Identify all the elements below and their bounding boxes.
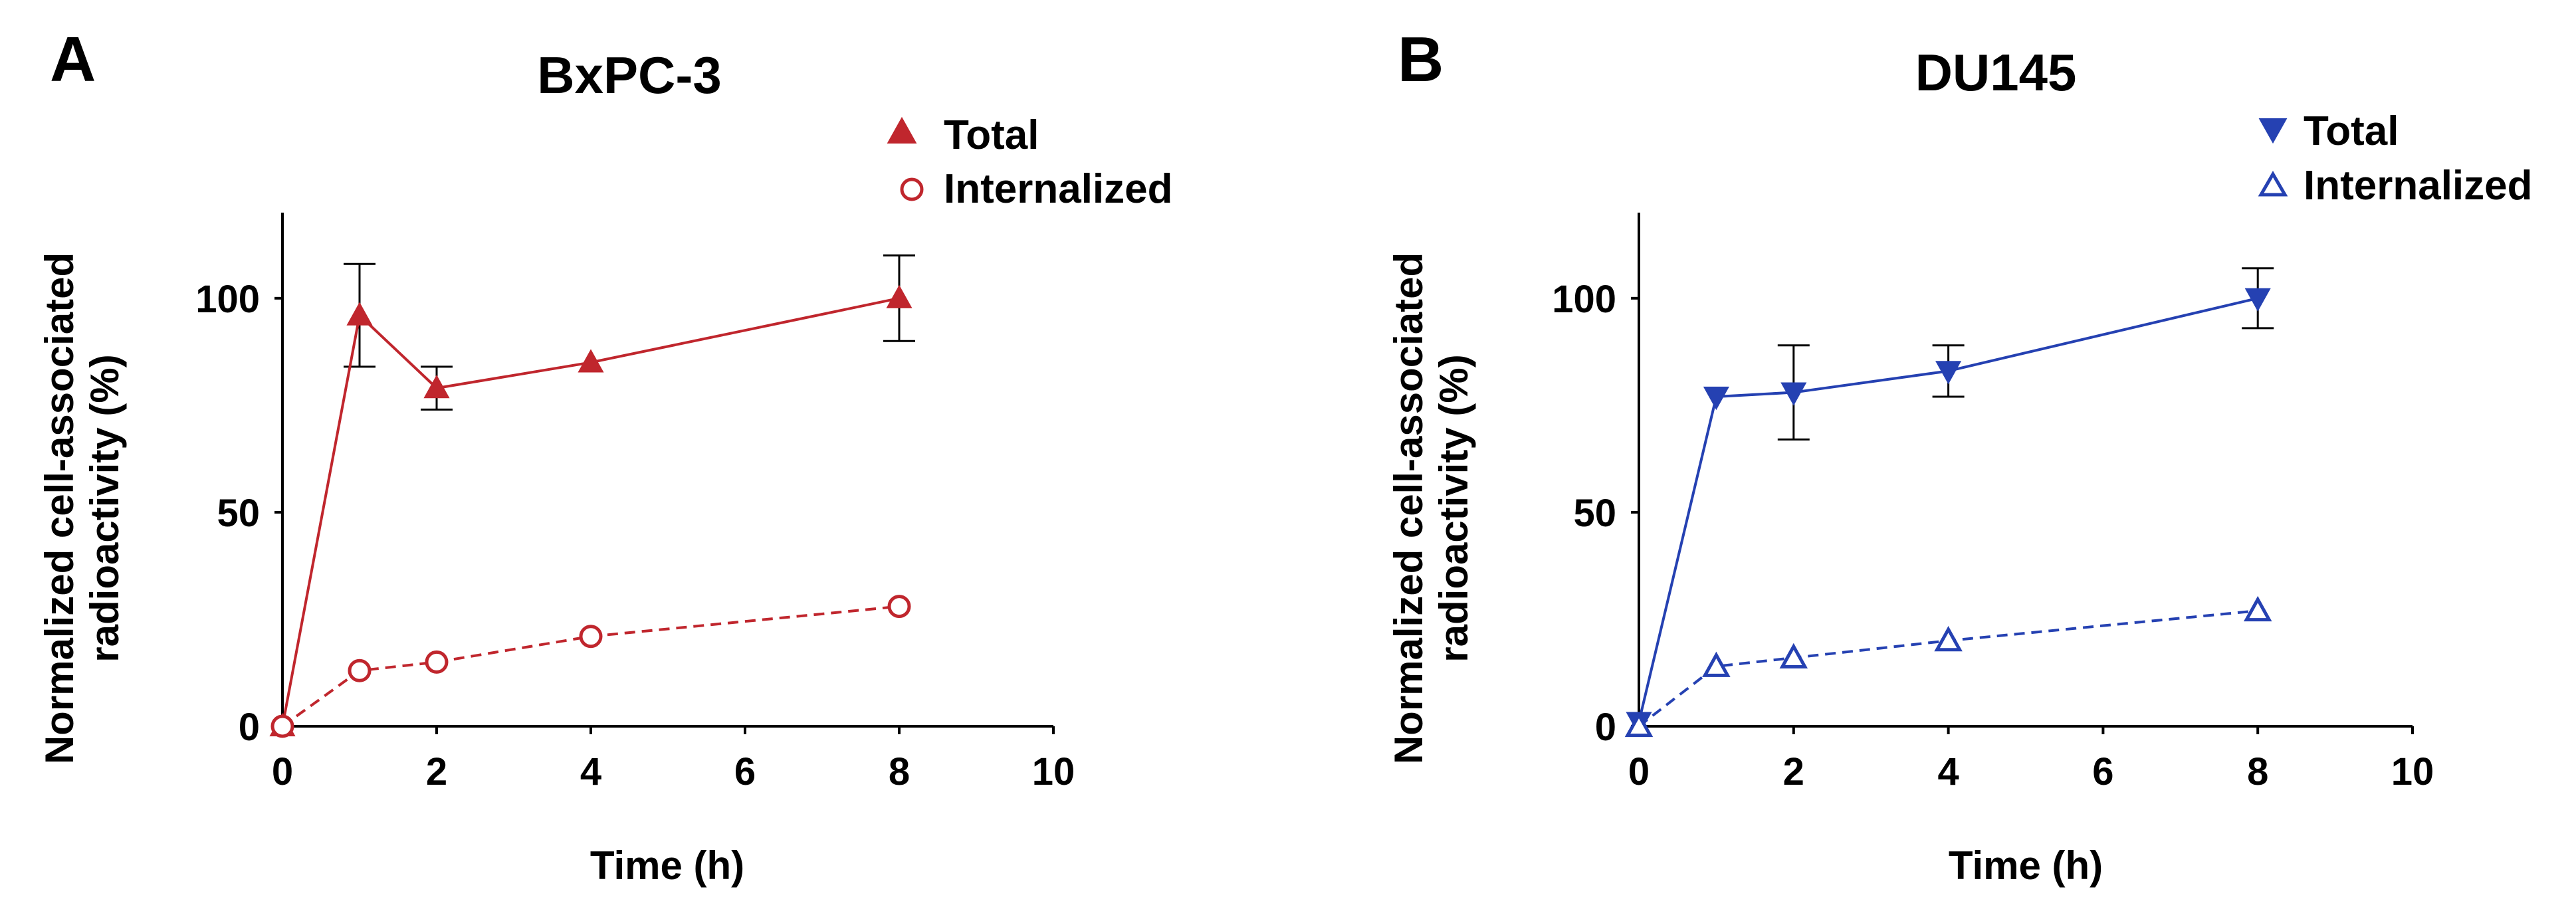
panel-b-legend-internalized-label: Internalized (2304, 163, 2533, 209)
panel-a-x-tick-label: 8 (889, 750, 910, 793)
panel-b-series-internalized-point (1934, 626, 1963, 652)
panel-a-y-axis-label-line2: radioactivity (%) (82, 354, 127, 662)
panel-b-series-total-point (2244, 288, 2271, 312)
panel-b-x-tick-label: 8 (2247, 750, 2268, 793)
panel-b-series-internalized-point (1702, 651, 1731, 677)
panel-a-x-axis-label: Time (h) (590, 843, 744, 888)
panel-b-x-axis-label: Time (h) (1949, 843, 2103, 888)
panel-a-legend: Total Internalized (887, 112, 1173, 212)
panel-b-series-internalized-point (2243, 595, 2272, 622)
panel-a-y-tick-label: 100 (195, 278, 260, 321)
panel-b-series-total-point (1780, 382, 1807, 406)
panel-a: A BxPC-3 Time (h) Normalized cell-associ… (37, 24, 1173, 888)
panel-a-x-tick-label: 2 (426, 750, 447, 793)
panel-a-series-internalized-point (348, 658, 372, 682)
panel-b-legend: Total Internalized (2258, 108, 2533, 209)
panel-b-y-axis-label-line1: Normalized cell-associated (1386, 252, 1431, 764)
panel-b-y-axis-label-line2: radioactivity (%) (1432, 354, 1476, 662)
panel-b-x-tick-label: 4 (1937, 750, 1959, 793)
panel-a-x-tick-label: 10 (1032, 750, 1075, 793)
panel-a-title: BxPC-3 (537, 46, 721, 104)
panel-a-x-tick-label: 4 (580, 750, 601, 793)
panel-b-series-internalized-point (1624, 711, 1654, 738)
panel-a-y-axis-label-line1: Normalized cell-associated (37, 252, 82, 764)
panel-b-legend-total-marker (2258, 118, 2288, 144)
panel-a-legend-internalized-marker (900, 177, 924, 201)
panel-b-y-tick-label: 100 (1552, 278, 1616, 321)
panel-b-x-tick-label: 2 (1783, 750, 1804, 793)
panel-b-y-tick-label: 50 (1573, 492, 1616, 535)
panel-b-y-tick-label: 0 (1595, 706, 1616, 749)
panel-b-letter: B (1398, 24, 1444, 95)
panel-a-series-internalized-line (281, 605, 900, 728)
panel-b-x-tick-label: 10 (2391, 750, 2434, 793)
panel-a-series-total-point (578, 349, 604, 373)
panel-a-legend-total-label: Total (944, 112, 1039, 158)
panel-a-series-internalized-point (270, 714, 294, 738)
panel-b-x-tick-label: 0 (1628, 750, 1650, 793)
panel-a-y-tick-label: 0 (239, 706, 260, 749)
panel-a-legend-internalized-label: Internalized (944, 166, 1173, 212)
panel-b-series-internalized-point (1779, 643, 1808, 669)
panel-a-letter: A (50, 24, 96, 95)
panel-a-x-tick-label: 0 (272, 750, 293, 793)
panel-a-plot-area: 0 50 100 0 2 4 6 8 10 (195, 213, 1075, 793)
panel-b-legend-internalized-marker (2258, 171, 2288, 197)
panel-a-legend-total-marker (887, 116, 917, 144)
panel-a-series-total-point (423, 375, 450, 399)
panel-b-series-total-point (1703, 386, 1729, 411)
panel-b-x-tick-label: 6 (2092, 750, 2113, 793)
panel-b-legend-total-label: Total (2304, 108, 2399, 154)
panel-b: B DU145 Time (h) Normalized cell-associa… (1386, 24, 2533, 888)
panel-a-series-total-point (886, 284, 912, 308)
panel-b-title: DU145 (1915, 43, 2077, 102)
panel-a-series-internalized-point (425, 650, 449, 674)
panel-b-plot-area: 0 50 100 0 2 4 6 8 10 (1552, 213, 2434, 793)
panel-a-series-internalized-point (579, 625, 603, 649)
panel-a-series-internalized-point (887, 595, 911, 619)
panel-a-series-total-point (346, 302, 373, 326)
panel-a-y-tick-label: 50 (217, 492, 260, 535)
panel-a-x-tick-label: 6 (734, 750, 756, 793)
panel-b-series-total-point (1935, 361, 1962, 385)
